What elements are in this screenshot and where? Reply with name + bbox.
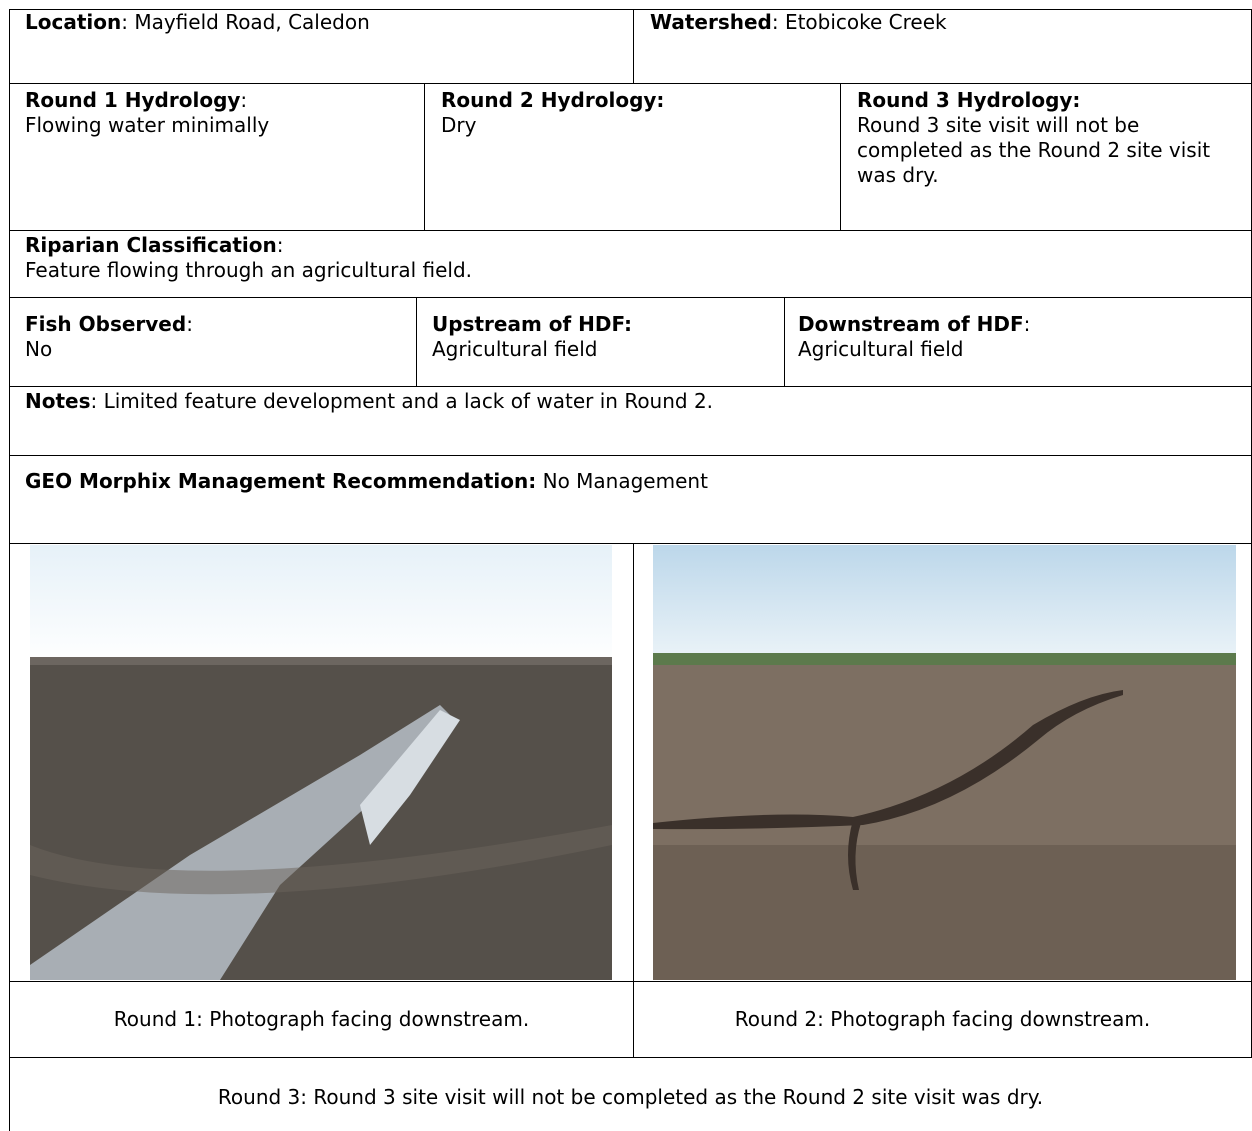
rule [9,230,1252,231]
value: : Limited feature development and a lack… [90,389,714,413]
label: Round 2 Hydrology: [441,88,665,112]
round2-hydrology: Round 2 Hydrology: Dry [441,88,831,138]
label: GEO Morphix Management Recommendation: [25,469,537,493]
rule [9,9,1252,10]
value: No Management [536,469,708,493]
rule [633,9,634,83]
rule [9,543,1252,544]
colon: : [186,312,193,336]
value: Flowing water minimally [25,113,270,137]
downstream: Downstream of HDF: Agricultural field [798,312,1030,362]
rule [633,543,634,1057]
label: Downstream of HDF [798,312,1024,336]
rule [9,981,1252,982]
rule [9,455,1252,456]
colon: : [276,233,284,257]
photo-caption: Round 2: Photograph facing downstream. [734,1007,1151,1031]
rule [9,386,1252,387]
rule [9,9,10,1131]
value: : Etobicoke Creek [771,10,947,34]
value: Agricultural field [798,337,964,361]
value: Round 3 site visit will not be completed… [857,113,1211,187]
round3-caption: Round 3: Round 3 site visit will not be … [217,1085,1044,1109]
rule [784,297,785,386]
label: Round 3 Hydrology: [857,88,1081,112]
rule [9,297,1252,298]
value: Feature flowing through an agricultural … [25,258,473,282]
round3-hydrology: Round 3 Hydrology: Round 3 site visit wil… [857,88,1242,188]
colon: : [240,88,248,112]
value: Dry [441,113,477,137]
label: Upstream of HDF: [432,312,633,336]
colon: : [1023,312,1031,336]
rule [840,83,841,230]
upstream: Upstream of HDF: Agricultural field [432,312,632,362]
rule [9,83,1252,84]
value: : Mayfield Road, Caledon [121,10,370,34]
label: Round 1 Hydrology [25,88,241,112]
label: Notes [25,389,91,413]
label: Fish Observed [25,312,187,336]
rule [9,1057,1252,1058]
rule [424,83,425,230]
photo-caption: Round 1: Photograph facing downstream. [113,1007,530,1031]
label: Riparian Classification [25,233,277,257]
round1-hydrology: Round 1 Hydrology: Flowing water minimall… [25,88,415,138]
value: No [25,337,53,361]
value: Agricultural field [432,337,598,361]
label: Location [25,10,122,34]
label: Watershed [650,10,772,34]
fish: Fish Observed: No [25,312,193,362]
watershed: Watershed: Etobicoke Creek [650,10,947,35]
riparian: Riparian Classification: Feature flowing … [25,233,472,283]
rule [416,297,417,386]
recommendation: GEO Morphix Management Recommendation: N… [25,469,708,494]
photo-round-2 [653,545,1236,980]
location: Location: Mayfield Road, Caledon [25,10,370,35]
notes: Notes: Limited feature development and a… [25,389,713,414]
photo-round-1 [30,545,612,980]
